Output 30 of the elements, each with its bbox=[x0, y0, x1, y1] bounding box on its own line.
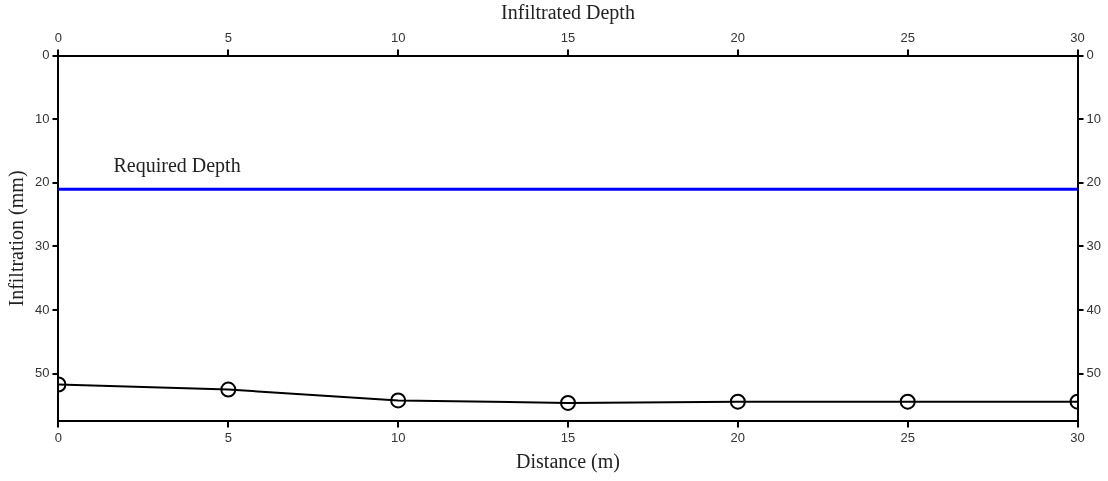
x-axis-title: Distance (m) bbox=[516, 450, 620, 474]
y-tick-label: 20 bbox=[34, 174, 50, 190]
x-tick-label: 20 bbox=[730, 429, 746, 445]
y2-tick-label: 40 bbox=[1086, 301, 1102, 317]
x-tick-label: 25 bbox=[900, 429, 915, 445]
y2-tick-label: 50 bbox=[1086, 365, 1102, 381]
y-tick-label: 30 bbox=[34, 238, 50, 254]
x2-tick-label: 5 bbox=[224, 30, 232, 46]
y-tick-label: 50 bbox=[34, 365, 50, 381]
x2-tick-label: 30 bbox=[1070, 30, 1085, 46]
x-tick-label: 10 bbox=[390, 429, 406, 445]
x2-tick-label: 15 bbox=[560, 30, 576, 46]
y-tick-label: 10 bbox=[34, 110, 50, 126]
x-tick-label: 5 bbox=[224, 429, 232, 445]
x2-axis-title: Infiltrated Depth bbox=[501, 1, 635, 25]
x2-tick-label: 25 bbox=[900, 30, 915, 46]
ref-line-label: Required Depth bbox=[113, 154, 241, 178]
x-tick-label: 30 bbox=[1070, 429, 1085, 445]
y2-tick-label: 10 bbox=[1086, 110, 1102, 126]
x-tick-label: 0 bbox=[54, 429, 63, 445]
x2-tick-label: 10 bbox=[390, 30, 406, 46]
x2-tick-label: 20 bbox=[730, 30, 746, 46]
y-tick-label: 40 bbox=[34, 301, 50, 317]
x2-tick-label: 0 bbox=[54, 30, 63, 46]
y2-tick-label: 0 bbox=[1086, 47, 1094, 63]
y-tick-label: 0 bbox=[42, 47, 50, 63]
x-tick-label: 15 bbox=[560, 429, 576, 445]
y-axis-title: Infiltration (mm) bbox=[5, 170, 29, 307]
y2-tick-label: 30 bbox=[1086, 238, 1102, 254]
y2-tick-label: 20 bbox=[1086, 174, 1102, 190]
